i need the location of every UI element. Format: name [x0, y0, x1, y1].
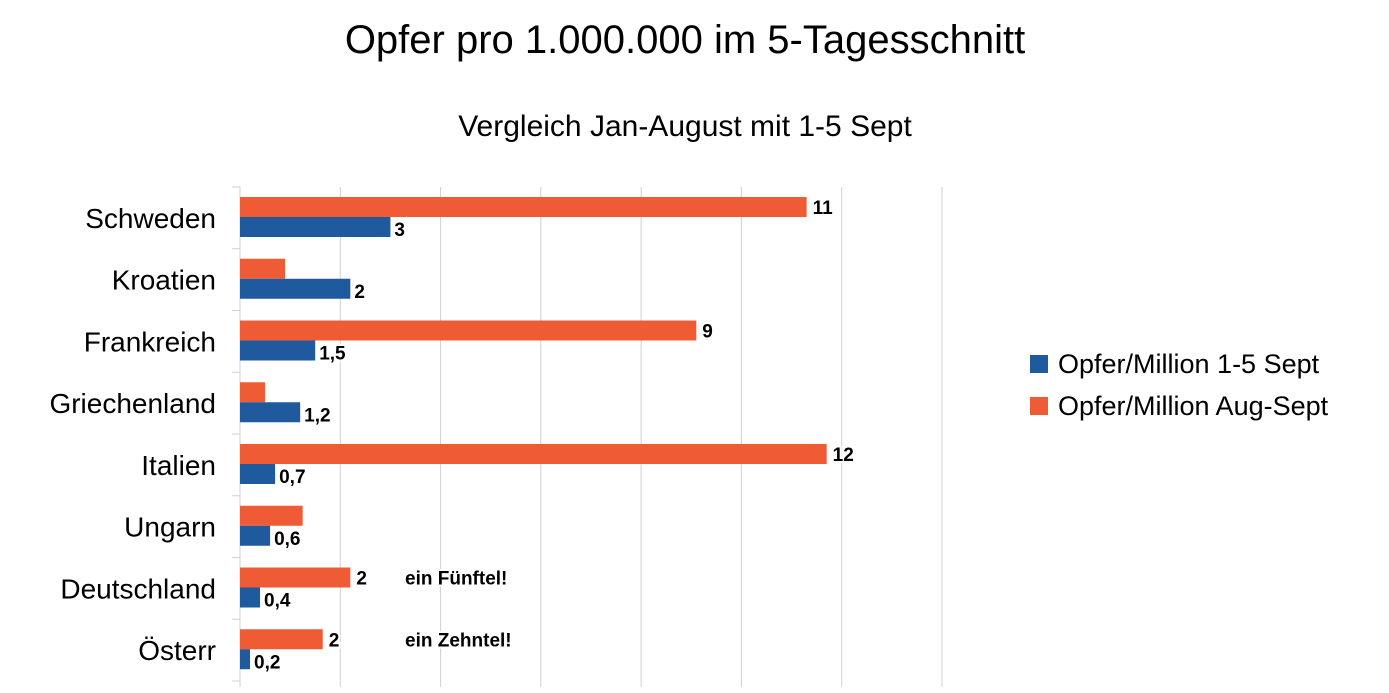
- bar-aug-sept: [240, 444, 827, 464]
- legend-item-series-2: Opfer/Million Aug-Sept: [1030, 385, 1328, 427]
- legend-swatch-series-2: [1030, 397, 1048, 415]
- legend-label-series-2: Opfer/Million Aug-Sept: [1058, 390, 1329, 421]
- legend-swatch-series-1: [1030, 355, 1048, 373]
- data-label-1-5-sept: 3: [394, 220, 405, 241]
- category-label: Kroatien: [112, 265, 216, 296]
- data-label-1-5-sept: 2: [354, 282, 365, 303]
- data-label-1-5-sept: 1,5: [319, 344, 346, 365]
- bar-aug-sept: [240, 320, 697, 341]
- chart-title: Opfer pro 1.000.000 im 5-Tagesschnitt: [344, 18, 1026, 62]
- bar-1-5-sept: [240, 464, 276, 484]
- legend-item-series-1: Opfer/Million 1-5 Sept: [1030, 343, 1328, 385]
- legend-label-series-1: Opfer/Million 1-5 Sept: [1058, 348, 1320, 379]
- data-label-1-5-sept: 0,4: [264, 591, 291, 612]
- chart-subtitle: Vergleich Jan-August mit 1-5 Sept: [458, 110, 912, 143]
- category-label: Griechenland: [49, 388, 216, 419]
- bar-1-5-sept: [240, 278, 351, 299]
- legend: Opfer/Million 1-5 Sept Opfer/Million Aug…: [1030, 343, 1328, 427]
- bar-aug-sept: [240, 505, 303, 526]
- data-label-aug-sept: 12: [833, 445, 854, 466]
- data-label-aug-sept: 9: [702, 322, 713, 343]
- bar-1-5-sept: [240, 587, 261, 608]
- bars: [240, 197, 827, 670]
- bar-aug-sept: [240, 197, 807, 217]
- data-labels: 11 3 2 9 1,5 1,2 12 0,7 0,6 2 0,4 ein Fünftel! 2 0,2 e…: [252, 196, 856, 675]
- category-label: Deutschland: [60, 573, 216, 604]
- category-labels: Schweden Kroatien Frankreich Griechenland It…: [49, 203, 216, 666]
- annotation-label: ein Fünftel!: [405, 569, 507, 590]
- bar-aug-sept: [240, 629, 323, 650]
- category-label: Ungarn: [124, 512, 216, 543]
- category-label: Frankreich: [84, 326, 216, 357]
- data-label-1-5-sept: 0,6: [274, 529, 300, 550]
- category-label: Italien: [141, 450, 216, 481]
- bar-aug-sept: [240, 567, 351, 588]
- data-label-1-5-sept: 0,2: [254, 652, 280, 673]
- bar-1-5-sept: [240, 340, 316, 361]
- bar-aug-sept: [240, 382, 266, 403]
- bar-1-5-sept: [240, 217, 391, 237]
- bar-1-5-sept: [240, 649, 251, 670]
- annotation-label: ein Zehntel!: [405, 630, 512, 651]
- data-label-1-5-sept: 1,2: [304, 405, 330, 426]
- data-label-aug-sept: 2: [356, 569, 367, 590]
- bar-1-5-sept: [240, 525, 271, 546]
- data-label-1-5-sept: 0,7: [279, 467, 305, 488]
- data-label-aug-sept: 11: [813, 198, 834, 219]
- data-label-aug-sept: 2: [329, 630, 340, 651]
- gridlines: [232, 186, 943, 687]
- bar-1-5-sept: [240, 402, 301, 423]
- category-label: Schweden: [85, 203, 216, 234]
- bar-aug-sept: [240, 258, 286, 279]
- category-label: Österr: [138, 635, 216, 666]
